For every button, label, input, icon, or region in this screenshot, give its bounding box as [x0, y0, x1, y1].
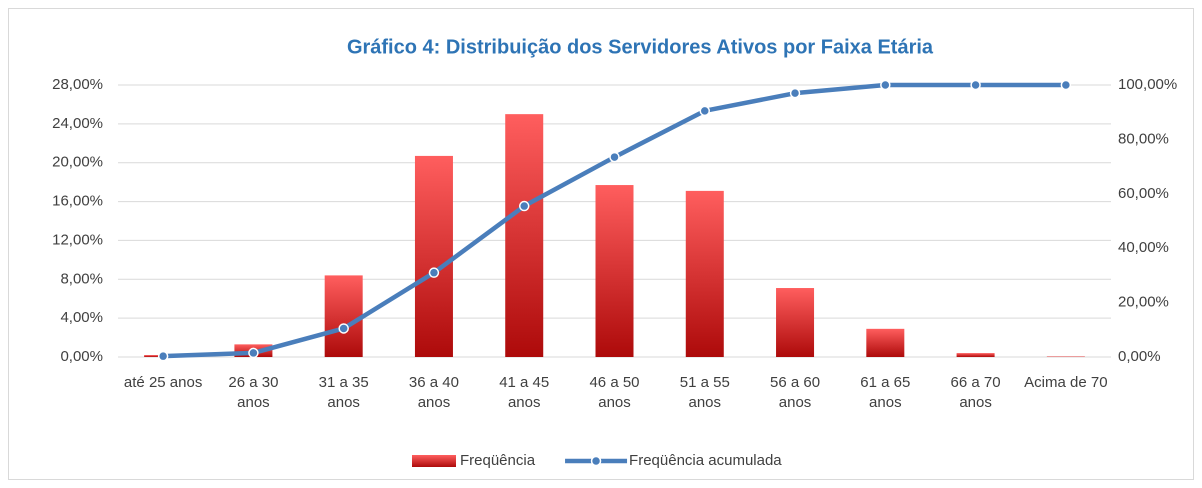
y2-tick-label: 60,00% — [1118, 185, 1169, 202]
x-tick-label: 31 a 35 anos — [318, 374, 369, 411]
marker — [880, 79, 891, 91]
x-tick-label: 46 a 50 anos — [589, 374, 640, 411]
marker — [789, 87, 801, 99]
bar — [685, 190, 724, 357]
marker — [970, 79, 981, 91]
bar — [595, 185, 634, 357]
bar — [776, 288, 815, 357]
legend-marker — [590, 455, 602, 467]
bar — [324, 275, 363, 357]
x-tick-label: 51 a 55 anos — [679, 374, 730, 411]
x-tick-label: 41 a 45 anos — [499, 374, 550, 411]
marker — [248, 347, 259, 359]
x-tick-label: 36 a 40 anos — [408, 374, 459, 411]
x-tick-label: até 25 anos — [123, 374, 203, 391]
y2-tick-label: 100,00% — [1118, 76, 1177, 93]
marker — [518, 200, 530, 212]
bar — [414, 155, 453, 357]
y-tick-label: 4,00% — [60, 309, 103, 326]
y2-tick-label: 0,00% — [1118, 348, 1161, 365]
marker — [609, 151, 620, 163]
marker — [428, 267, 440, 278]
y2-tick-label: 20,00% — [1118, 294, 1169, 311]
legend-swatch — [412, 455, 456, 467]
x-tick-label: 61 a 65 anos — [860, 374, 911, 411]
y-tick-label: 8,00% — [60, 270, 103, 287]
y2-tick-label: 80,00% — [1118, 130, 1169, 147]
y2-tick-label: 40,00% — [1118, 239, 1169, 256]
marker — [157, 350, 169, 362]
marker — [1060, 79, 1072, 91]
y-tick-label: 20,00% — [52, 154, 103, 171]
x-tick-label: 56 a 60 anos — [770, 374, 821, 411]
legend-label: Freqüência acumulada — [629, 452, 782, 469]
y-tick-label: 16,00% — [52, 193, 103, 210]
y-tick-label: 0,00% — [60, 348, 103, 365]
chart-title: Gráfico 4: Distribuição dos Servidores A… — [347, 36, 934, 58]
y-tick-label: 24,00% — [52, 115, 103, 132]
marker — [699, 105, 711, 117]
marker — [338, 323, 349, 334]
bar — [956, 353, 995, 357]
x-tick-label: 66 a 70 anos — [950, 374, 1001, 411]
x-tick-label: Acima de 70 — [1024, 374, 1108, 391]
bar — [505, 114, 544, 358]
y-tick-label: 12,00% — [52, 231, 103, 248]
legend-label: Freqüência — [460, 452, 536, 469]
bar — [866, 328, 905, 357]
y-tick-label: 28,00% — [52, 76, 103, 93]
x-tick-label: 26 a 30 anos — [228, 374, 279, 411]
